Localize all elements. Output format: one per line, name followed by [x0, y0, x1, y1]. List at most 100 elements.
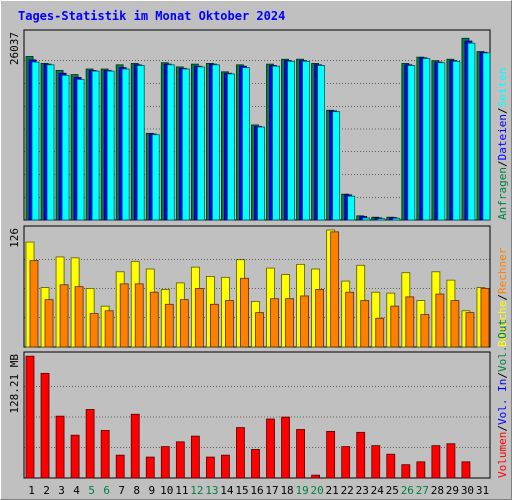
bar — [341, 446, 351, 479]
day-label: 18 — [280, 484, 293, 497]
bar — [461, 461, 471, 479]
bar — [465, 312, 475, 348]
day-label: 20 — [311, 484, 324, 497]
day-label: 25 — [386, 484, 399, 497]
bar — [371, 445, 381, 479]
bar — [55, 415, 65, 479]
bar — [74, 286, 84, 348]
bar — [326, 430, 336, 479]
bar — [332, 111, 341, 221]
bar — [61, 74, 70, 221]
day-label: 22 — [341, 484, 354, 497]
series-rechner — [29, 231, 490, 348]
series-seiten — [31, 42, 491, 221]
day-label: 6 — [103, 484, 110, 497]
bar — [360, 300, 370, 348]
day-label: 1 — [28, 484, 35, 497]
bar — [266, 418, 275, 479]
bar — [227, 73, 235, 221]
bar — [164, 303, 174, 348]
bar — [386, 453, 396, 479]
legend-separator: / — [496, 160, 509, 167]
bar — [115, 454, 125, 479]
bar — [452, 60, 461, 221]
panel-2: 126 Besuche/Rechner — [8, 225, 509, 348]
bar — [91, 70, 100, 221]
day-label: 10 — [160, 484, 173, 497]
bar — [29, 260, 39, 348]
bar — [446, 443, 456, 479]
legend-entry: Seiten — [496, 68, 509, 108]
bar — [225, 300, 234, 348]
bar — [296, 429, 305, 479]
bar — [194, 288, 204, 348]
bar — [106, 70, 115, 221]
bar — [311, 474, 321, 479]
day-label: 12 — [190, 484, 203, 497]
bar — [255, 312, 264, 348]
day-label: 9 — [148, 484, 155, 497]
bar — [390, 305, 400, 348]
bar — [347, 195, 356, 221]
bar — [100, 430, 110, 479]
bar — [270, 298, 279, 348]
day-label: 2 — [43, 484, 50, 497]
day-label: 3 — [58, 484, 65, 497]
bar — [85, 409, 95, 479]
panel-legend: Volumen/Vol. In/Vol. Out — [496, 319, 509, 478]
day-label: 15 — [235, 484, 248, 497]
legend-entry: Dateien — [496, 114, 509, 160]
bar — [121, 68, 130, 221]
day-label: 11 — [175, 484, 188, 497]
bar — [467, 42, 476, 221]
bar — [345, 291, 355, 348]
legend-separator: / — [496, 107, 509, 114]
legend-separator: / — [496, 294, 509, 301]
bar — [40, 372, 50, 479]
bar — [300, 295, 309, 348]
bar — [392, 217, 401, 221]
day-axis: 1 2 3 4 5 6 7 8 9 10 11 12 13 14 15 16 17 18 19 20 21 22 23 24 2… — [28, 484, 489, 497]
bar — [31, 61, 40, 221]
bar — [104, 310, 114, 348]
bar — [196, 66, 205, 221]
bar — [420, 314, 430, 348]
bar — [59, 284, 69, 348]
series-volumen — [25, 355, 471, 479]
day-label: 4 — [73, 484, 80, 497]
bar — [25, 355, 35, 479]
bar — [44, 299, 54, 348]
day-label: 19 — [295, 484, 308, 497]
bar — [450, 300, 460, 348]
bar — [330, 231, 340, 348]
bar — [407, 65, 416, 221]
day-label: 16 — [250, 484, 263, 497]
bar — [136, 65, 145, 221]
day-label: 27 — [416, 484, 429, 497]
bar — [209, 303, 219, 348]
panel-legend: Anfragen/Dateien/Seiten — [496, 68, 509, 220]
bar — [130, 413, 140, 479]
max-value-label: 126 — [8, 228, 21, 248]
day-label: 8 — [133, 484, 140, 497]
bar — [422, 58, 431, 221]
day-label: 24 — [371, 484, 385, 497]
day-label: 29 — [446, 484, 459, 497]
bar — [405, 296, 415, 348]
legend-entry: Volumen — [496, 432, 509, 478]
legend-entry: Rechner — [496, 247, 509, 294]
day-label: 31 — [476, 484, 489, 497]
day-label: 5 — [88, 484, 95, 497]
legend-separator: / — [496, 372, 509, 379]
bar — [181, 68, 190, 221]
bar — [151, 134, 160, 221]
bar — [134, 283, 144, 348]
bar — [377, 218, 386, 221]
bar — [119, 283, 129, 348]
bar — [240, 277, 249, 348]
day-label: 21 — [326, 484, 339, 497]
day-label: 28 — [431, 484, 444, 497]
legend-entry: Vol. Out — [496, 319, 509, 372]
